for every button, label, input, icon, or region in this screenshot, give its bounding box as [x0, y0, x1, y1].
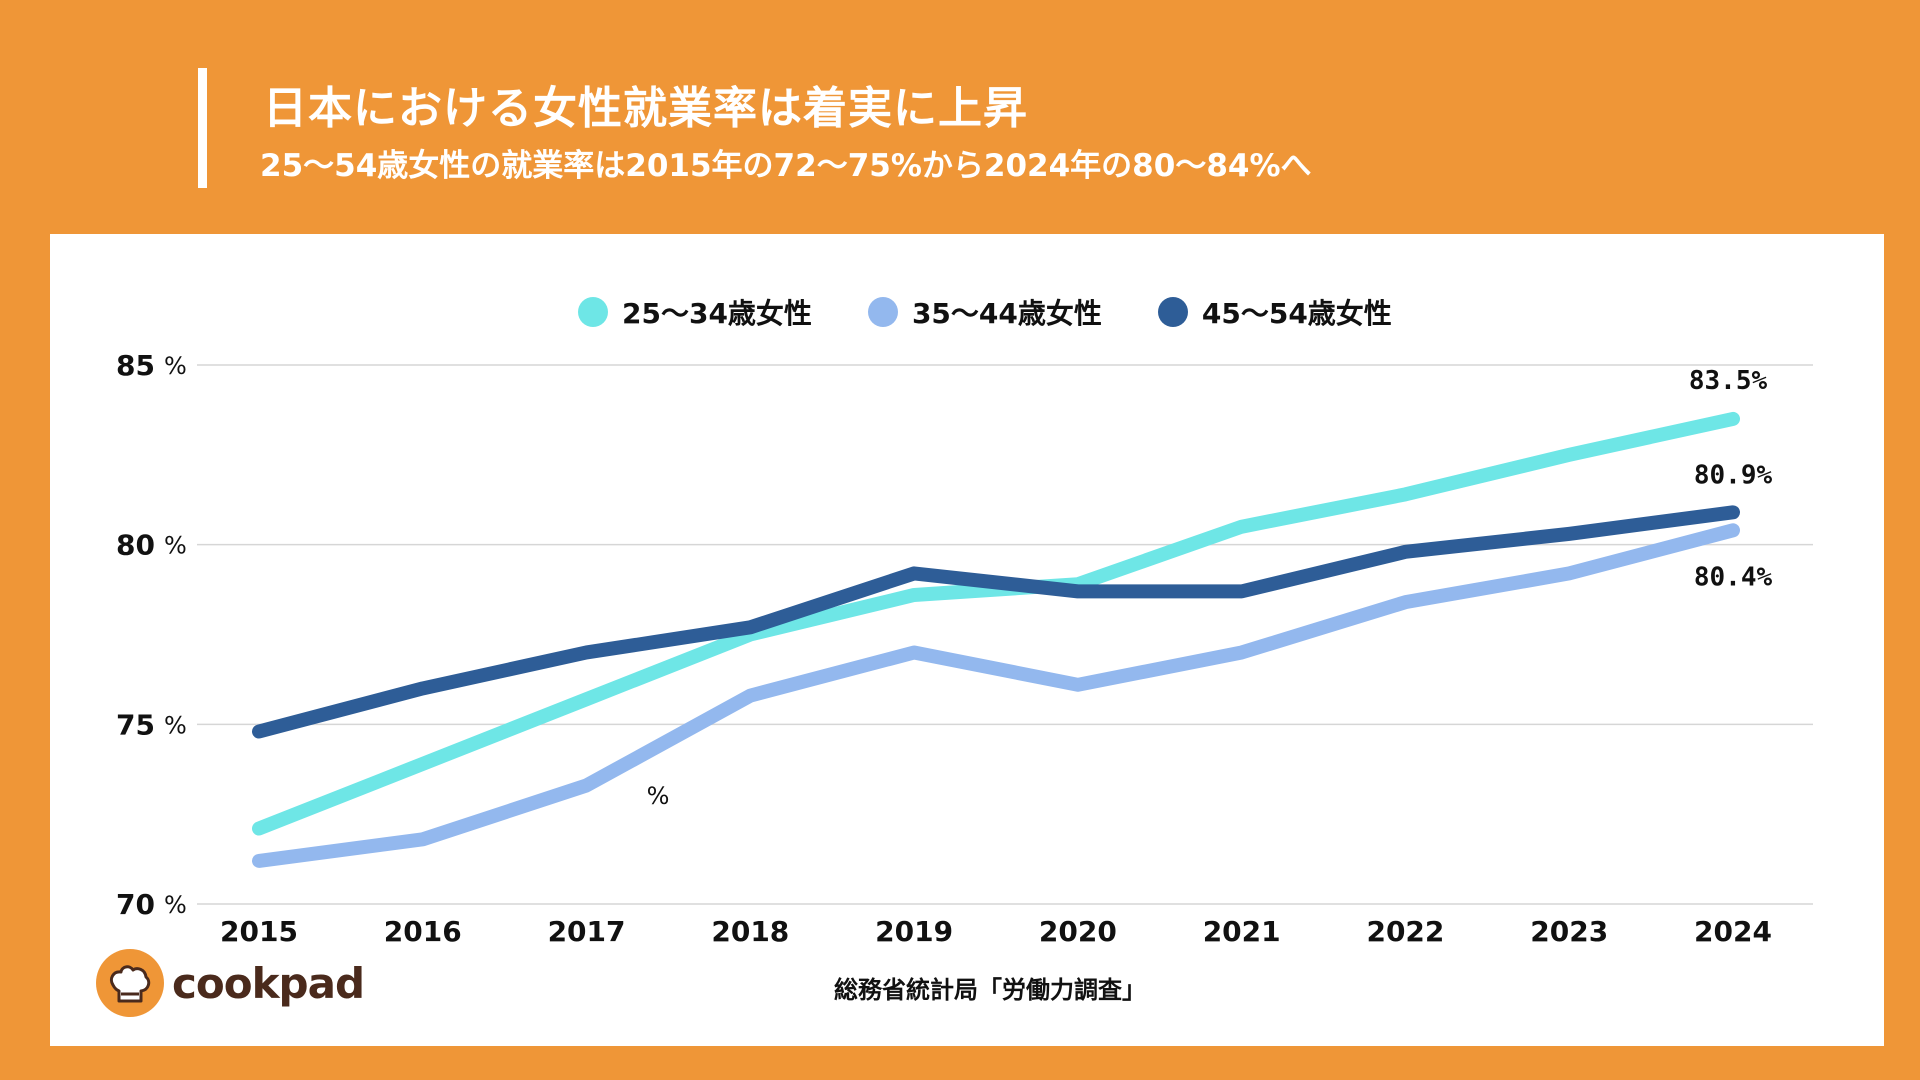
- y-tick-unit: %: [164, 711, 187, 739]
- y-tick-label: 70: [116, 888, 155, 921]
- y-tick-unit: %: [164, 891, 187, 919]
- legend-marker-icon: [867, 297, 898, 327]
- logo-text: cookpad: [172, 958, 365, 1008]
- legend-item-35-44[interactable]: 35〜44歳女性: [867, 292, 1102, 332]
- chef-hat-icon: [96, 949, 164, 1017]
- x-tick-label: 2017: [548, 915, 626, 948]
- x-tick-label: 2016: [384, 915, 462, 948]
- page-subtitle: 25〜54歳女性の就業率は2015年の72〜75%から2024年の80〜84%へ: [260, 148, 1312, 184]
- legend-marker-icon: [1157, 297, 1188, 327]
- x-tick-label: 2023: [1530, 915, 1608, 948]
- data-label-35-44: 80.4%: [1694, 562, 1773, 592]
- legend-item-45-54[interactable]: 45〜54歳女性: [1157, 292, 1392, 332]
- x-tick-label: 2019: [875, 915, 953, 948]
- legend-label: 35〜44歳女性: [911, 297, 1102, 330]
- x-tick-label: 2020: [1039, 915, 1117, 948]
- legend-label: 45〜54歳女性: [1201, 297, 1392, 330]
- x-tick-label: 2021: [1203, 915, 1281, 948]
- x-tick-label: 2018: [711, 915, 789, 948]
- cookpad-logo: cookpad: [96, 949, 365, 1017]
- y-tick-label: 85: [116, 349, 155, 382]
- data-label-45-54: 80.9%: [1694, 460, 1773, 490]
- data-label-25-34: 83.5%: [1689, 366, 1768, 396]
- series-line-2: [252, 523, 1740, 868]
- series-line-3: [252, 505, 1740, 739]
- y-tick-label: 75: [116, 708, 155, 741]
- x-tick-label: 2022: [1366, 915, 1444, 948]
- source-note: 総務省統計局「労働力調査」: [834, 976, 1146, 1004]
- legend-label: 25〜34歳女性: [622, 297, 812, 330]
- y-tick-label: 80: [116, 529, 155, 562]
- legend-item-25-34[interactable]: 25〜34歳女性: [578, 292, 812, 332]
- y-tick-unit: %: [164, 532, 187, 560]
- legend-marker-icon: [578, 297, 608, 327]
- x-tick-label: 2024: [1694, 915, 1772, 948]
- title-accent-bar: [198, 68, 207, 188]
- y-tick-unit: %: [164, 352, 187, 380]
- stray-percent-label: %: [647, 782, 670, 810]
- chart-card: [50, 234, 1884, 1046]
- page-title: 日本における女性就業率は着実に上昇: [263, 83, 1028, 134]
- series-line-1: [252, 411, 1740, 836]
- chart-legend: 25〜34歳女性 35〜44歳女性 45〜54歳女性: [578, 292, 1392, 332]
- x-tick-label: 2015: [220, 915, 298, 948]
